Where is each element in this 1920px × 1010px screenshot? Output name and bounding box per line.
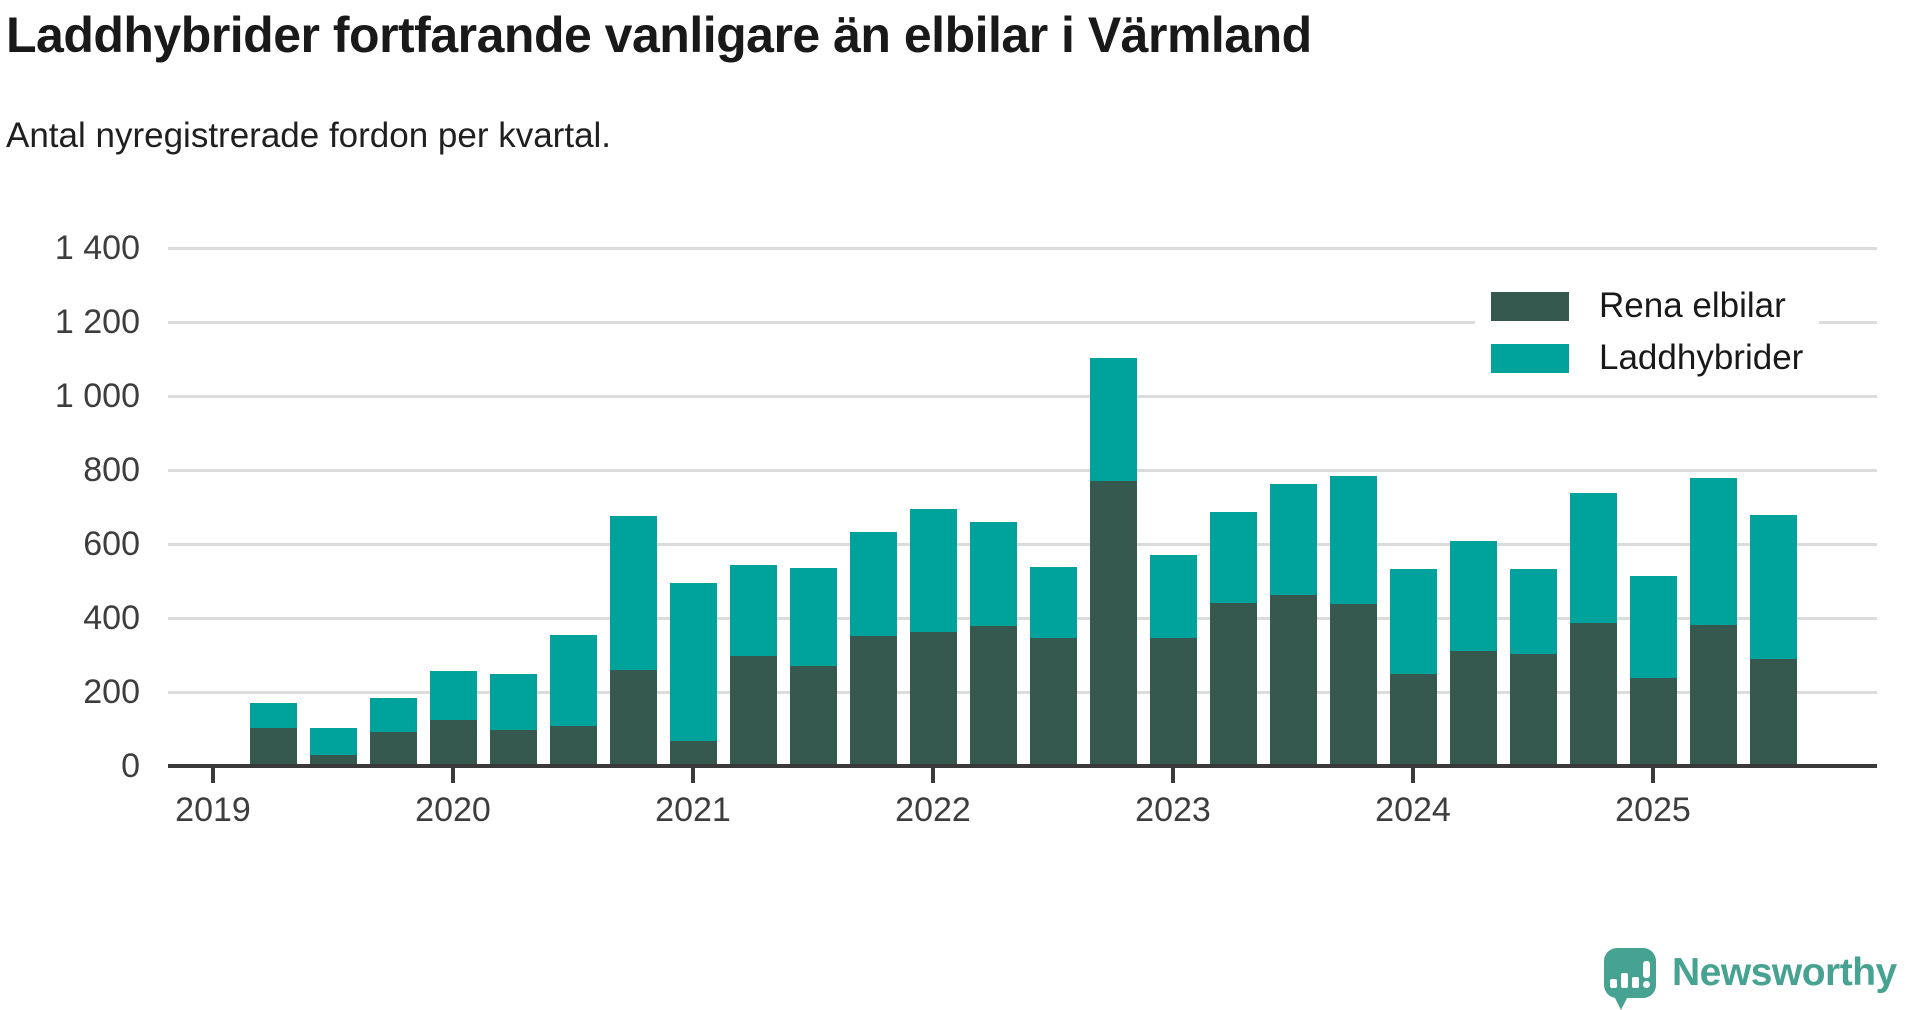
bar-segment-laddhybrider — [729, 565, 777, 657]
bar-segment-laddhybrider — [1569, 492, 1617, 624]
bar-segment-laddhybrider — [1329, 475, 1377, 605]
x-axis-tick-label: 2021 — [655, 791, 731, 829]
bar-segment-rena-elbilar — [1749, 659, 1797, 766]
x-axis-tick — [451, 768, 455, 783]
bar-segment-rena-elbilar — [1629, 678, 1677, 766]
bar-segment-laddhybrider — [1629, 576, 1677, 679]
newsworthy-bubble-icon — [1604, 948, 1656, 1010]
bar-segment-laddhybrider — [909, 508, 957, 633]
bar-segment-rena-elbilar — [489, 730, 537, 766]
bar-segment-laddhybrider — [969, 521, 1017, 626]
x-axis-tick-label: 2020 — [415, 791, 491, 829]
bar-segment-rena-elbilar — [1269, 595, 1317, 766]
legend-label: Laddhybrider — [1599, 338, 1804, 377]
bar-segment-rena-elbilar — [369, 732, 417, 766]
gridline-y-600 — [168, 543, 1877, 546]
bar-segment-laddhybrider — [1209, 512, 1257, 604]
x-axis-tick-label: 2024 — [1375, 791, 1451, 829]
logo-exclamation-icon — [1643, 961, 1650, 988]
bar-segment-rena-elbilar — [1389, 674, 1437, 766]
bar-segment-rena-elbilar — [909, 632, 957, 766]
bar-segment-laddhybrider — [489, 673, 537, 731]
x-axis-tick — [211, 768, 215, 783]
legend-label: Rena elbilar — [1599, 286, 1786, 325]
x-axis-tick-label: 2023 — [1135, 791, 1211, 829]
bar-segment-rena-elbilar — [969, 625, 1017, 766]
y-axis-tick-label: 800 — [83, 451, 140, 489]
bar-segment-laddhybrider — [369, 697, 417, 733]
bar-segment-laddhybrider — [309, 727, 357, 755]
bar-segment-laddhybrider — [1449, 541, 1497, 651]
bar-segment-rena-elbilar — [549, 726, 597, 766]
bar-segment-rena-elbilar — [1209, 603, 1257, 766]
brand-wordmark: Newsworthy — [1672, 951, 1897, 994]
y-axis-tick-label: 1 400 — [54, 229, 140, 267]
gridline-y-400 — [168, 617, 1877, 620]
bar-segment-rena-elbilar — [1149, 638, 1197, 766]
y-axis-tick-label: 600 — [83, 525, 140, 563]
bar-segment-laddhybrider — [1389, 569, 1437, 675]
gridline-y-1400 — [168, 247, 1877, 250]
bar-segment-laddhybrider — [1029, 566, 1077, 639]
legend-swatch-laddhybrider — [1491, 343, 1569, 373]
bar-segment-rena-elbilar — [1689, 625, 1737, 766]
bar-segment-rena-elbilar — [1509, 653, 1557, 766]
bar-segment-rena-elbilar — [609, 669, 657, 766]
y-axis-tick-label: 1 000 — [54, 377, 140, 415]
bar-segment-rena-elbilar — [249, 728, 297, 766]
bar-segment-rena-elbilar — [789, 665, 837, 766]
gridline-y-1000 — [168, 395, 1877, 398]
x-axis-tick — [1171, 768, 1175, 783]
gridline-y-800 — [168, 469, 1877, 472]
newsworthy-logo: Newsworthy — [1604, 942, 1897, 1010]
chart-subtitle: Antal nyregistrerade fordon per kvartal. — [6, 116, 612, 155]
bar-segment-laddhybrider — [1749, 515, 1797, 660]
bar-segment-laddhybrider — [609, 516, 657, 670]
chart-legend: Rena elbilar Laddhybrider — [1475, 276, 1820, 390]
x-axis-tick-label: 2025 — [1615, 791, 1691, 829]
bar-segment-laddhybrider — [1689, 478, 1737, 625]
x-axis-tick — [1651, 768, 1655, 783]
bar-segment-laddhybrider — [849, 532, 897, 636]
bar-segment-laddhybrider — [1149, 555, 1197, 639]
bar-segment-rena-elbilar — [849, 635, 897, 766]
bar-segment-laddhybrider — [429, 671, 477, 721]
legend-item-laddhybrider: Laddhybrider — [1491, 340, 1803, 376]
bar-segment-rena-elbilar — [1029, 638, 1077, 766]
bar-segment-laddhybrider — [1509, 568, 1557, 654]
x-axis-tick-label: 2019 — [175, 791, 251, 829]
bar-segment-laddhybrider — [789, 567, 837, 666]
x-axis-tick — [931, 768, 935, 783]
bar-segment-rena-elbilar — [1329, 604, 1377, 766]
bar-segment-laddhybrider — [669, 582, 717, 741]
gridline-y-1200 — [168, 321, 1877, 324]
logo-bar-icon — [1621, 973, 1628, 988]
bar-segment-laddhybrider — [1269, 484, 1317, 596]
bar-segment-laddhybrider — [549, 635, 597, 727]
gridline-y-200 — [168, 691, 1877, 694]
y-axis-tick-label: 1 200 — [54, 303, 140, 341]
bar-segment-rena-elbilar — [729, 656, 777, 766]
x-axis-tick-label: 2022 — [895, 791, 971, 829]
chart-title: Laddhybrider fortfarande vanligare än el… — [6, 7, 1312, 63]
bar-segment-laddhybrider — [249, 703, 297, 729]
x-axis-tick — [1411, 768, 1415, 783]
x-axis-line — [168, 764, 1877, 768]
y-axis-tick-label: 0 — [121, 747, 140, 785]
bar-segment-rena-elbilar — [309, 754, 357, 766]
logo-bar-icon — [1632, 977, 1639, 988]
bar-segment-laddhybrider — [1089, 357, 1137, 482]
y-axis-tick-label: 200 — [83, 673, 140, 711]
legend-item-rena-elbilar: Rena elbilar — [1491, 288, 1803, 324]
legend-swatch-rena-elbilar — [1491, 291, 1569, 321]
bar-segment-rena-elbilar — [429, 720, 477, 766]
bar-segment-rena-elbilar — [1089, 481, 1137, 766]
bar-segment-rena-elbilar — [1569, 623, 1617, 766]
bar-segment-rena-elbilar — [1449, 650, 1497, 766]
logo-bar-icon — [1610, 979, 1617, 988]
y-axis-tick-label: 400 — [83, 599, 140, 637]
x-axis-tick — [691, 768, 695, 783]
bar-segment-rena-elbilar — [669, 740, 717, 766]
